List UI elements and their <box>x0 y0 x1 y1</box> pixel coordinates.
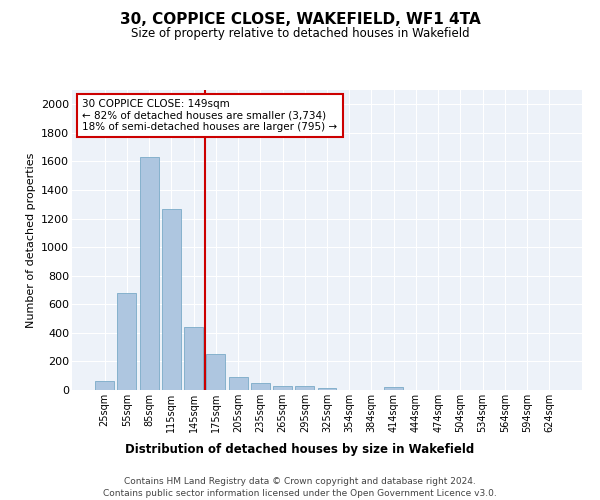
Text: Distribution of detached houses by size in Wakefield: Distribution of detached houses by size … <box>125 442 475 456</box>
Bar <box>95 382 114 390</box>
Bar <box>251 383 270 390</box>
Text: 30, COPPICE CLOSE, WAKEFIELD, WF1 4TA: 30, COPPICE CLOSE, WAKEFIELD, WF1 4TA <box>119 12 481 28</box>
Bar <box>206 354 225 390</box>
Text: Contains public sector information licensed under the Open Government Licence v3: Contains public sector information licen… <box>103 489 497 498</box>
Bar <box>162 208 181 390</box>
Text: Size of property relative to detached houses in Wakefield: Size of property relative to detached ho… <box>131 28 469 40</box>
Bar <box>184 327 203 390</box>
Y-axis label: Number of detached properties: Number of detached properties <box>26 152 35 328</box>
Text: Contains HM Land Registry data © Crown copyright and database right 2024.: Contains HM Land Registry data © Crown c… <box>124 478 476 486</box>
Bar <box>384 387 403 390</box>
Text: 30 COPPICE CLOSE: 149sqm
← 82% of detached houses are smaller (3,734)
18% of sem: 30 COPPICE CLOSE: 149sqm ← 82% of detach… <box>82 99 337 132</box>
Bar <box>140 157 158 390</box>
Bar <box>317 388 337 390</box>
Bar <box>273 386 292 390</box>
Bar <box>229 377 248 390</box>
Bar <box>118 293 136 390</box>
Bar <box>295 386 314 390</box>
